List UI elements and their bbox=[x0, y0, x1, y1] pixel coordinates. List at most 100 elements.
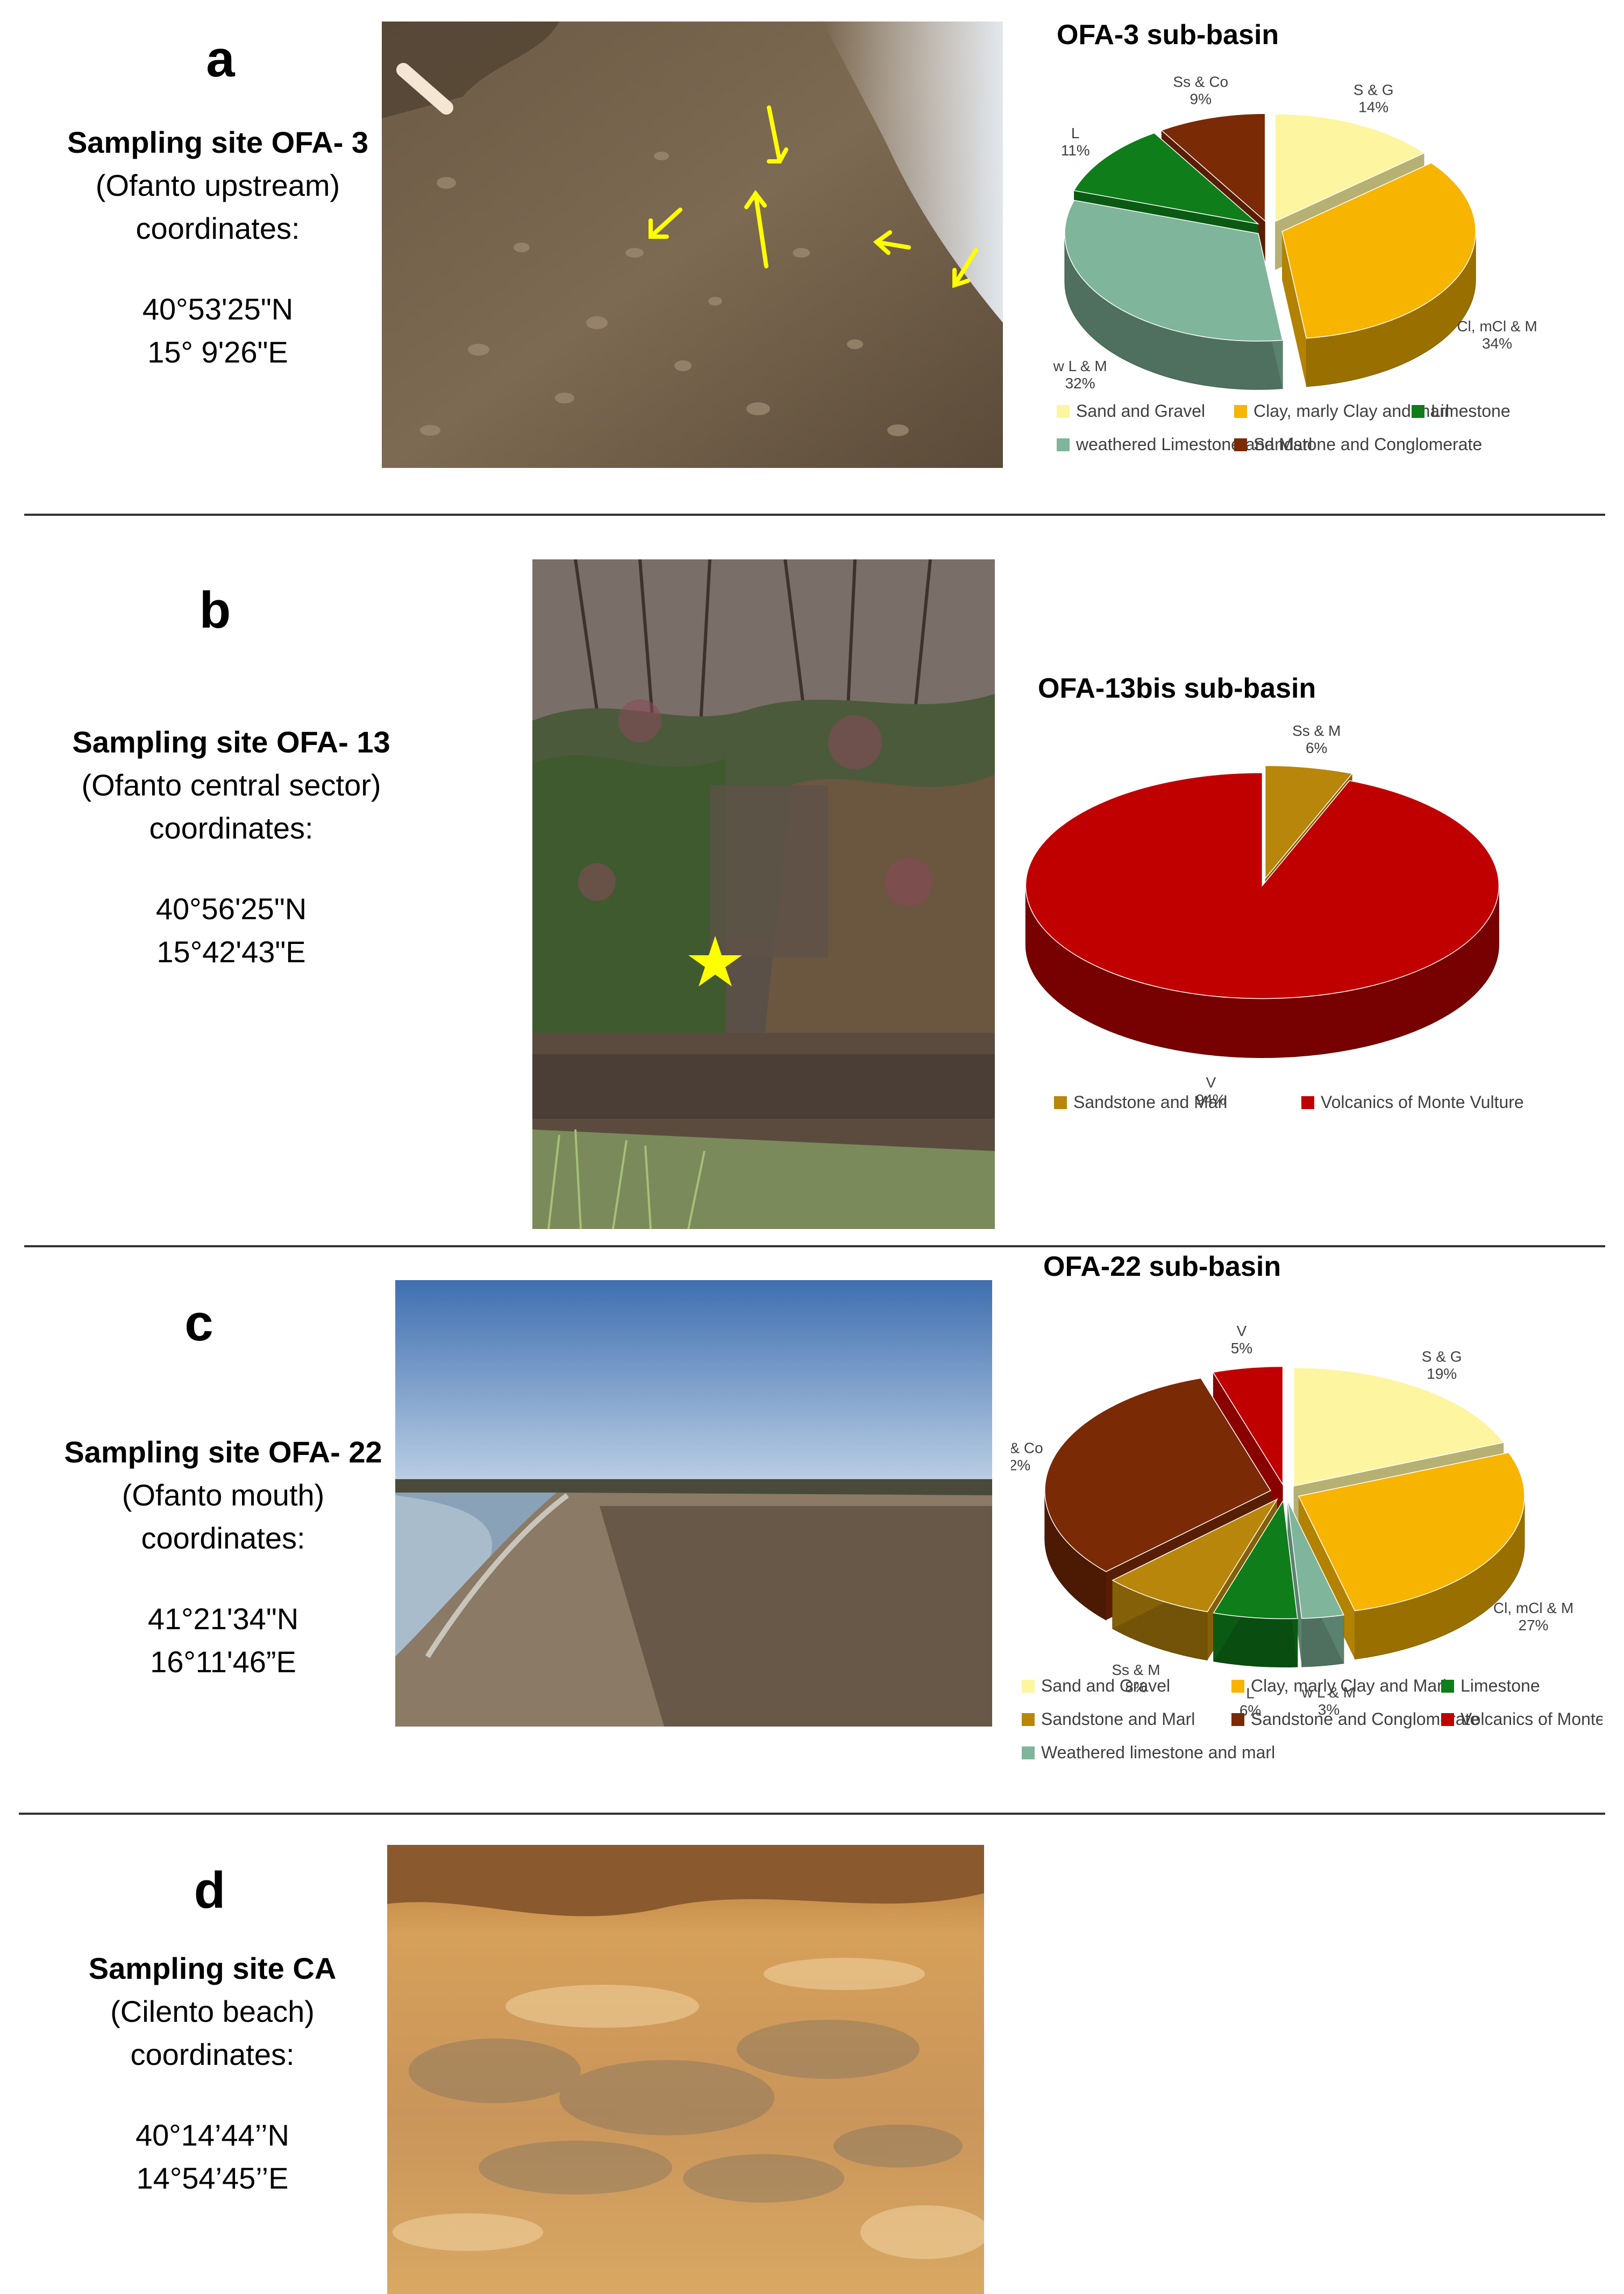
pie-chart-ofa22: OFA-22 sub-basin S & G 19% Cl, mCl & M 27% w… bbox=[1011, 1240, 1602, 1799]
slice-label: S & G bbox=[1422, 1348, 1462, 1365]
pie-slice-ss-co bbox=[1044, 1377, 1271, 1572]
legend-swatch bbox=[1231, 1680, 1244, 1693]
legend-label: Sandstone and Marl bbox=[1041, 1709, 1195, 1729]
slice-value-label: 8% bbox=[1125, 1679, 1146, 1695]
latitude: 40°56'25"N bbox=[155, 892, 307, 926]
pie-slice-cut bbox=[1282, 231, 1307, 387]
chart-title: OFA-3 sub-basin bbox=[1057, 19, 1279, 51]
separator-line bbox=[24, 514, 1605, 516]
pie-chart-svg: S & G14% Cl, mCl & M34% w L & M32% L11% Ss &… bbox=[1053, 73, 1537, 454]
photo-river-mouth-beach bbox=[395, 1280, 992, 1727]
photo-vegetation-outlet bbox=[532, 559, 995, 1229]
legend-swatch bbox=[1022, 1713, 1035, 1726]
site-info-b: Sampling site OFA- 13 (Ofanto central se… bbox=[54, 721, 409, 974]
longitude: 15° 9'26"E bbox=[147, 335, 288, 369]
photo-river-bed bbox=[382, 22, 1003, 468]
legend-swatch bbox=[1022, 1746, 1035, 1759]
pie-slice-v bbox=[1212, 1366, 1284, 1487]
site-title: Sampling site CA bbox=[88, 1951, 337, 1985]
site-location: (Ofanto upstream) bbox=[95, 168, 340, 202]
panel-letter-c: c bbox=[184, 1294, 213, 1352]
legend-label: Limestone bbox=[1431, 401, 1511, 421]
coordinates-label: coordinates: bbox=[136, 211, 300, 245]
slice-label: L bbox=[1246, 1685, 1255, 1701]
coordinates-label: coordinates: bbox=[130, 2037, 295, 2071]
slice-value-label: 3% bbox=[1318, 1701, 1340, 1718]
site-title: Sampling site OFA- 3 bbox=[67, 125, 369, 159]
slice-value-label: 6% bbox=[1306, 740, 1327, 756]
slice-label: Ss & M bbox=[1112, 1661, 1160, 1678]
coordinates-label: coordinates: bbox=[141, 1521, 305, 1555]
site-title: Sampling site OFA- 13 bbox=[72, 725, 390, 759]
pie-chart-ofa13bis: OFA-13bis sub-basin Ss & M 6% V 94% Sandston… bbox=[1011, 656, 1602, 1151]
panel-letter-d: d bbox=[194, 1862, 226, 1919]
pie-slice-cl-mcl-m bbox=[1281, 162, 1476, 339]
legend-swatch bbox=[1441, 1680, 1454, 1693]
slice-labels: S & G19%Cl, mCl & M27%w L & M3%L6%Ss & M… bbox=[1011, 1323, 1573, 1718]
pie-slice-l bbox=[1213, 1499, 1298, 1620]
legend-label: Sandstone and Conglomerate bbox=[1253, 435, 1482, 454]
legend-label: Limestone bbox=[1461, 1676, 1540, 1695]
site-info-a: Sampling site OFA- 3 (Ofanto upstream) c… bbox=[40, 121, 395, 374]
legend-swatch bbox=[1231, 1713, 1244, 1726]
pie-slice-s-g bbox=[1274, 113, 1425, 223]
pie-chart-svg: Ss & M6% V94%Sandstone and Marl Volcanics … bbox=[1025, 722, 1524, 1112]
pie-slice-cl-mcl-m bbox=[1298, 1452, 1525, 1611]
latitude: 40°53'25"N bbox=[142, 292, 294, 326]
legend-label: Sand and Gravel bbox=[1041, 1676, 1170, 1695]
legend-swatch bbox=[1057, 438, 1070, 451]
longitude: 14°54’45’’E bbox=[136, 2161, 289, 2195]
slice-label: Cl, mCl & M bbox=[1493, 1600, 1573, 1616]
site-title: Sampling site OFA- 22 bbox=[64, 1435, 382, 1469]
legend-swatch bbox=[1412, 405, 1424, 418]
slice-label: Cl, mCl & M bbox=[1457, 318, 1537, 335]
latitude: 40°14’44’’N bbox=[135, 2118, 289, 2152]
latitude: 41°21'34"N bbox=[147, 1602, 299, 1636]
slice-label: w L & M bbox=[1301, 1684, 1356, 1701]
legend-swatch bbox=[1022, 1680, 1035, 1693]
legend-swatch bbox=[1057, 405, 1070, 418]
pie-tops bbox=[1025, 765, 1500, 999]
separator-line bbox=[24, 1245, 1605, 1247]
slice-value-label: 14% bbox=[1358, 99, 1388, 116]
pie-slice-w-l-m bbox=[1287, 1500, 1344, 1619]
legend: Sand and Gravel Clay, marly Clay and marl… bbox=[1057, 401, 1511, 454]
panel-letter-b: b bbox=[199, 581, 231, 639]
legend-swatch bbox=[1234, 438, 1247, 451]
legend-swatch bbox=[1234, 405, 1247, 418]
site-location: (Ofanto central sector) bbox=[81, 768, 381, 802]
legend-label: Sandstone and Marl bbox=[1073, 1092, 1227, 1112]
panel-letter-a: a bbox=[206, 30, 235, 88]
legend: Sandstone and Marl Volcanics of Monte Vul… bbox=[1054, 1092, 1524, 1112]
legend-label: Volcanics of Monte Vulture bbox=[1461, 1709, 1602, 1729]
slice-label: V bbox=[1237, 1323, 1247, 1339]
legend-label: Clay, marly Clay and Marl bbox=[1251, 1676, 1447, 1695]
chart-title: OFA-13bis sub-basin bbox=[1038, 673, 1316, 704]
slice-value-label: 94% bbox=[1196, 1091, 1226, 1108]
pie-slice-s-g bbox=[1293, 1367, 1505, 1487]
slice-value-label: 5% bbox=[1231, 1340, 1252, 1356]
legend-label: weathered Limestone and Marl bbox=[1075, 435, 1312, 454]
pie-slice-ss-m bbox=[1264, 765, 1353, 880]
longitude: 16°11'46”E bbox=[150, 1645, 296, 1679]
legend-swatch bbox=[1054, 1096, 1067, 1109]
separator-line bbox=[19, 1813, 1605, 1815]
legend-label: Volcanics of Monte Vulture bbox=[1321, 1092, 1524, 1112]
chart-title: OFA-22 sub-basin bbox=[1043, 1251, 1281, 1282]
pie-slice-cut bbox=[1287, 1500, 1302, 1667]
slice-value-label: 27% bbox=[1519, 1617, 1549, 1634]
pie-slice-w-l-m bbox=[1064, 200, 1284, 342]
slice-value-label: 9% bbox=[1190, 90, 1212, 107]
pie-slice-v bbox=[1025, 772, 1500, 999]
longitude: 15°42'43"E bbox=[156, 935, 306, 969]
site-info-c: Sampling site OFA- 22 (Ofanto mouth) coo… bbox=[46, 1431, 401, 1684]
pie-slice-ss-co bbox=[1160, 113, 1266, 222]
pie-chart-svg: S & G19%Cl, mCl & M27%w L & M3%L6%Ss & M… bbox=[1011, 1323, 1602, 1762]
pie-tops bbox=[1064, 113, 1476, 342]
slice-value-label: 32% bbox=[1065, 375, 1095, 392]
slice-value-label: 32% bbox=[1011, 1457, 1030, 1474]
slice-value-label: 34% bbox=[1482, 335, 1512, 352]
coordinates-label: coordinates: bbox=[149, 811, 314, 845]
site-location: (Ofanto mouth) bbox=[122, 1478, 325, 1512]
slice-label: V bbox=[1206, 1074, 1216, 1091]
